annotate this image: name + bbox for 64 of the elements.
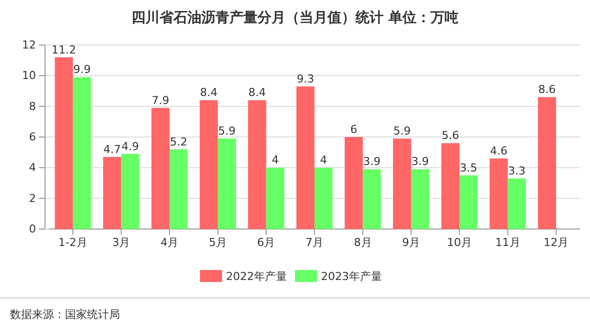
bar	[441, 143, 460, 229]
x-tick-label: 12月	[544, 236, 569, 249]
data-label: 3.5	[460, 161, 478, 174]
data-label: 4.6	[490, 144, 508, 158]
bar	[121, 154, 140, 229]
data-label: 5.9	[218, 124, 236, 138]
legend-label: 2023年产量	[321, 270, 382, 283]
data-label: 9.3	[296, 72, 314, 86]
data-label: 3.9	[411, 155, 429, 168]
bar	[103, 156, 122, 229]
bar	[490, 158, 508, 229]
x-tick-label: 8月	[354, 236, 372, 249]
data-label: 9.9	[73, 63, 91, 76]
bar	[344, 137, 363, 229]
bar	[538, 97, 556, 229]
data-label: 5.9	[393, 124, 411, 138]
data-label: 3.3	[508, 164, 526, 178]
data-label: 11.2	[52, 43, 76, 56]
y-tick-label: 6	[29, 130, 36, 144]
data-label: 4.7	[103, 142, 121, 156]
bar	[362, 169, 381, 229]
data-label: 8.6	[538, 83, 556, 96]
x-tick-label: 6月	[257, 236, 276, 249]
bar	[248, 100, 266, 229]
data-label: 4	[272, 154, 279, 167]
x-tick-label: 9月	[402, 236, 420, 249]
x-tick-label: 11月	[495, 236, 520, 249]
y-tick-label: 12	[22, 38, 36, 52]
bar	[296, 86, 314, 229]
bar	[459, 175, 478, 229]
source-note: 数据来源：国家统计局	[10, 308, 120, 321]
x-tick-label: 4月	[160, 236, 179, 249]
bar	[72, 77, 92, 229]
data-label: 4	[320, 154, 328, 167]
x-tick-label: 10月	[446, 236, 472, 249]
bar	[218, 138, 236, 229]
data-label: 5.6	[442, 129, 460, 142]
y-tick-label: 8	[29, 100, 36, 113]
bar	[411, 169, 430, 229]
bar	[508, 178, 526, 229]
x-tick-label: 5月	[208, 236, 227, 249]
data-label: 8.4	[248, 86, 266, 100]
data-label: 7.9	[152, 94, 170, 107]
x-tick-label: 1-2月	[58, 236, 88, 249]
data-label: 3.9	[363, 155, 381, 168]
bar	[200, 100, 218, 229]
bar	[314, 168, 333, 229]
x-tick-label: 7月	[306, 236, 324, 249]
data-label: 4.9	[122, 140, 140, 153]
chart-title: 四川省石油沥青产量分月（当月值）统计 单位：万吨	[132, 9, 458, 26]
data-label: 8.4	[200, 86, 218, 100]
bar	[54, 57, 73, 229]
x-tick-label: 3月	[112, 236, 130, 249]
y-tick-label: 4	[29, 161, 36, 174]
y-tick-label: 2	[29, 192, 36, 205]
data-label: 6	[350, 123, 358, 136]
bar	[393, 138, 412, 229]
legend-label: 2022年产量	[226, 270, 287, 283]
bar	[170, 149, 188, 229]
data-label: 5.2	[170, 135, 188, 148]
bar	[151, 108, 170, 229]
bar	[266, 168, 284, 229]
y-tick-label: 0	[29, 222, 36, 236]
y-tick-label: 10	[22, 69, 36, 82]
